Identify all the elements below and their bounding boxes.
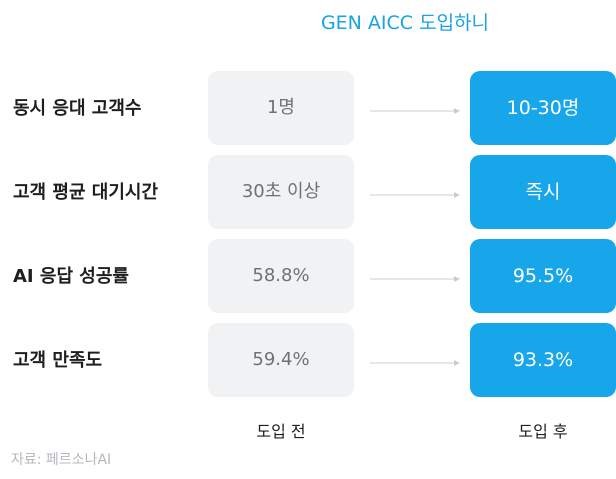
before-value-box: 30초 이상 (208, 155, 354, 229)
right-arrow-icon (370, 359, 462, 367)
before-value-box: 58.8% (208, 239, 354, 313)
after-value-box: 95.5% (470, 239, 616, 313)
right-arrow-icon (370, 191, 462, 199)
comparison-row-ai-success-rate: AI 응답 성공률 58.8% 95.5% (0, 239, 616, 315)
row-label: AI 응답 성공률 (13, 266, 129, 287)
after-value-box: 즉시 (470, 155, 616, 229)
source-note: 자료: 페르소나AI (11, 452, 112, 468)
comparison-row-satisfaction: 고객 만족도 59.4% 93.3% (0, 323, 616, 399)
comparison-row-concurrent-customers: 동시 응대 고객수 1명 10-30명 (0, 71, 616, 147)
before-value-box: 59.4% (208, 323, 354, 397)
row-label: 동시 응대 고객수 (13, 98, 142, 119)
right-arrow-icon (370, 275, 462, 283)
comparison-row-wait-time: 고객 평균 대기시간 30초 이상 즉시 (0, 155, 616, 231)
before-column-label: 도입 전 (256, 422, 306, 441)
before-value-box: 1명 (208, 71, 354, 145)
after-column-label: 도입 후 (518, 422, 568, 441)
row-label: 고객 만족도 (13, 350, 103, 371)
row-label: 고객 평균 대기시간 (13, 182, 159, 203)
page-title: GEN AICC 도입하니 (320, 12, 490, 34)
right-arrow-icon (370, 107, 462, 115)
after-value-box: 93.3% (470, 323, 616, 397)
after-value-box: 10-30명 (470, 71, 616, 145)
